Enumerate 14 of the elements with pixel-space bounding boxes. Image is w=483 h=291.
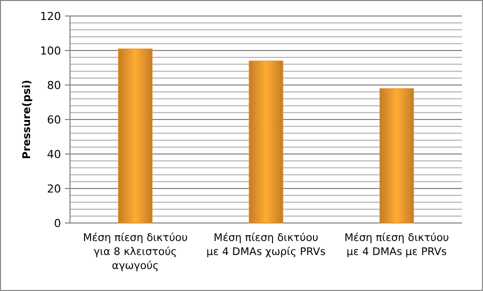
y-tick-label: 40: [47, 148, 61, 161]
y-axis-title: Pressure(psi): [21, 80, 33, 160]
y-tick-label: 0: [54, 216, 61, 230]
y-tick-label: 60: [47, 113, 61, 126]
x-tick-label: Μέση πίεση δικτύου με 4 DMAs με PRVs: [344, 232, 449, 258]
bar: [248, 60, 284, 224]
y-tick-label: 80: [47, 78, 61, 92]
x-tick-label: Μέση πίεση δικτύου για 8 κλειστούς αγωγούς: [83, 232, 188, 272]
y-tick-label: 20: [47, 182, 61, 196]
bar: [379, 88, 414, 224]
bar: [118, 48, 153, 224]
x-tick-label: Μέση πίεση δικτύου με 4 DMAs χωρίς PRVs: [206, 232, 326, 258]
y-tick-label: 120: [40, 10, 61, 23]
y-tick-label: 100: [40, 44, 61, 58]
